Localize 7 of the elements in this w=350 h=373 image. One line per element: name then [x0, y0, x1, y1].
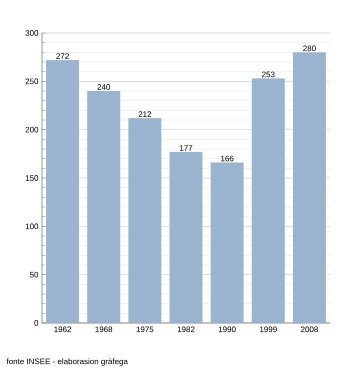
bar [252, 78, 285, 323]
bar [46, 60, 80, 323]
bar [87, 90, 120, 323]
bar [128, 118, 162, 323]
bar [292, 52, 326, 323]
bar [210, 162, 244, 323]
bar [170, 152, 202, 323]
